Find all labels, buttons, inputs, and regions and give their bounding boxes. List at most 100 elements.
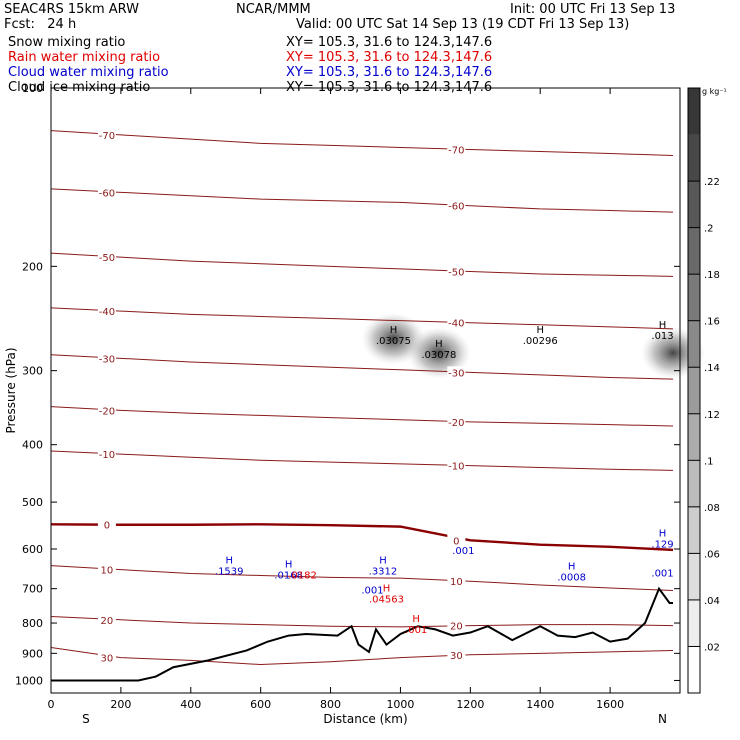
isotherm-label-bg	[97, 128, 116, 140]
colorbar-tick-label: .22	[704, 177, 720, 188]
x-tick-label: 600	[250, 698, 271, 711]
y-tick-label-top: 100	[22, 82, 43, 95]
max-value-label: .001	[405, 625, 427, 636]
max-value-label: .001	[452, 546, 474, 557]
isotherm-label: -60	[99, 188, 115, 199]
init-time: Init: 00 UTC Fri 13 Sep 13	[510, 2, 676, 17]
max-value-label: .04563	[369, 595, 404, 606]
legend-xy-rain: XY= 105.3, 31.6 to 124.3,147.6	[286, 50, 493, 65]
isotherm-label: -70	[448, 145, 464, 156]
colorbar-segment	[688, 413, 700, 461]
colorbar-segment	[688, 646, 700, 693]
colorbar-segment	[688, 367, 700, 414]
max-value-label: .0182	[288, 571, 317, 582]
max-marker-h: H	[536, 325, 544, 336]
colorbar-tick-label: .2	[704, 224, 714, 235]
colorbar-tick-label: .14	[704, 363, 720, 374]
y-tick-label: 700	[22, 583, 43, 596]
isotherm-label: -10	[448, 462, 464, 473]
isotherm-label: 30	[101, 654, 114, 665]
y-axis-title: Pressure (hPa)	[4, 347, 18, 433]
isotherm-label: 20	[450, 622, 463, 633]
colorbar-segment	[688, 553, 700, 600]
colorbar-tick-label: .12	[704, 410, 720, 421]
isotherm-line-10	[50, 565, 674, 592]
max-value-label: .03078	[421, 350, 456, 361]
colorbar-segment	[688, 134, 700, 182]
max-value-label: .001	[361, 586, 383, 597]
max-value-label: .013	[651, 331, 673, 342]
y-tick-label: 600	[22, 543, 43, 556]
colorbar-segment	[688, 274, 700, 321]
x-tick-label: 1000	[386, 698, 414, 711]
isotherm-label-bg	[97, 448, 116, 460]
org-label: NCAR/MMM	[236, 2, 311, 17]
colorbar-segment	[688, 320, 700, 368]
max-value-label: .0008	[557, 572, 586, 583]
max-value-label: .3312	[369, 567, 398, 578]
y-tick-label: 900	[22, 647, 43, 660]
isotherm-label: -30	[448, 368, 464, 379]
south-label: S	[82, 712, 90, 726]
isotherm-label: -20	[99, 406, 115, 417]
max-marker-h: H	[225, 556, 233, 567]
max-marker-h: H	[383, 584, 391, 595]
isotherm-label-bg	[97, 563, 116, 575]
isotherm-line-m10	[50, 450, 674, 471]
colorbar-tick-label: .18	[704, 270, 720, 281]
x-tick-label: 800	[320, 698, 341, 711]
isotherm-label-bg	[97, 651, 116, 663]
isotherm-label-bg	[447, 199, 466, 211]
plot-frame	[50, 87, 681, 694]
isotherm-line-20	[50, 616, 674, 628]
colorbar-segment	[688, 181, 700, 228]
max-value-label: .1539	[215, 567, 244, 578]
max-value-label: .001	[651, 569, 673, 580]
colorbar-tick-label: .16	[704, 317, 720, 328]
max-marker-h: H	[390, 325, 398, 336]
colorbar-tick-label: .08	[704, 503, 720, 514]
isotherm-label: -40	[448, 319, 464, 330]
y-tick-label: 1000	[15, 674, 43, 687]
x-tick-label: 1200	[456, 698, 484, 711]
isotherm-line-m50	[50, 252, 674, 277]
x-tick-label: 400	[180, 698, 201, 711]
isotherm-line-m70	[50, 130, 674, 157]
legend-xy-snow: XY= 105.3, 31.6 to 124.3,147.6	[286, 35, 493, 50]
isotherm-label: -60	[448, 202, 464, 213]
isotherm-label-bg	[97, 305, 116, 317]
isotherm-label-bg	[97, 352, 116, 364]
max-marker-h: H	[568, 561, 576, 572]
isotherm-label: -20	[448, 418, 464, 429]
isotherm-line-m60	[50, 188, 674, 213]
max-marker-h: H	[379, 556, 387, 567]
colorbar-segment	[688, 88, 700, 135]
isotherm-label-bg	[447, 366, 466, 378]
y-tick-label: 800	[22, 617, 43, 630]
colorbar-segment	[688, 506, 700, 554]
x-tick-label: 200	[110, 698, 131, 711]
isotherm-line-30	[50, 647, 674, 666]
north-label: N	[658, 712, 667, 726]
isotherm-label-bg	[447, 316, 466, 328]
isotherm-line-m20	[50, 406, 674, 427]
isotherm-label-bg	[447, 265, 466, 277]
isotherm-label: -50	[448, 267, 464, 278]
y-tick-label: 500	[22, 496, 43, 509]
valid-time: Valid: 00 UTC Sat 14 Sep 13 (19 CDT Fri …	[296, 17, 630, 32]
colorbar-tick-label: .1	[704, 456, 714, 467]
max-value-label: .00296	[523, 336, 558, 347]
x-tick-label: 1600	[596, 698, 624, 711]
max-marker-h: H	[435, 339, 443, 350]
snow-shading-1	[406, 326, 471, 379]
isotherm-label: -50	[99, 253, 115, 264]
max-value-label: .129	[651, 539, 673, 550]
colorbar-segment	[688, 460, 700, 507]
colorbar-frame	[687, 87, 701, 694]
legend-label-rain: Rain water mixing ratio	[8, 50, 161, 65]
max-value-label: .03075	[376, 336, 411, 347]
isotherm-label-bg	[97, 186, 116, 198]
isotherm-label-bg	[447, 143, 466, 155]
x-axis-title: Distance (km)	[323, 712, 407, 726]
isotherm-label: -70	[99, 131, 115, 142]
